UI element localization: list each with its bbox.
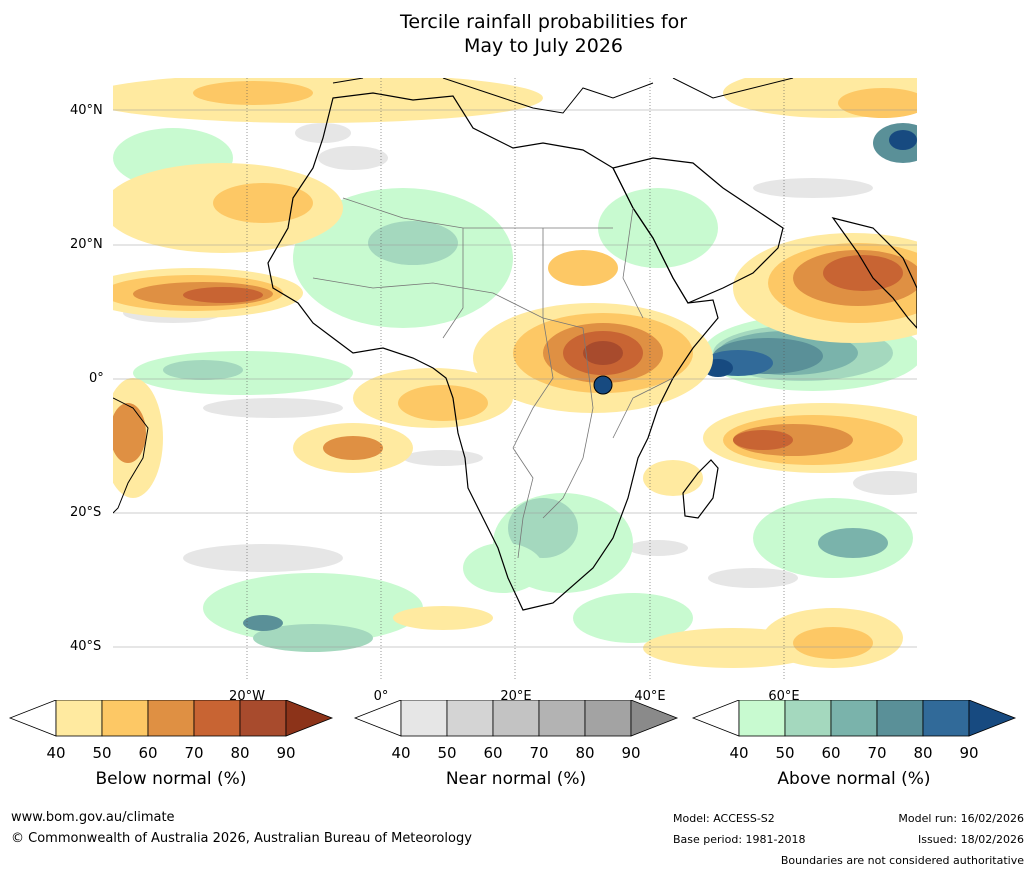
colorbar-0-tick-70: 70 [184, 744, 204, 762]
lake-victoria [593, 375, 613, 395]
map-title: Tercile rainfall probabilities for May t… [0, 10, 1035, 58]
colorbar-0-title: Below normal (%) [95, 769, 247, 789]
footer-url[interactable]: www.bom.gov.au/climate [11, 810, 175, 825]
colorbar-2-tick-40: 40 [729, 744, 749, 762]
europe-coastline [332, 78, 794, 114]
africa-coastline [267, 92, 719, 611]
lat-label-20n: 20°N [70, 237, 103, 252]
colorbar-2-high-extend [968, 700, 1017, 737]
colorbar-1-tick-40: 40 [391, 744, 411, 762]
colorbar-2-segment-4 [876, 700, 924, 737]
lat-label-0: 0° [89, 371, 104, 386]
title-line-1: Tercile rainfall probabilities for [399, 11, 688, 33]
colorbar-0-segment-1 [55, 700, 103, 737]
lon-label-0: 0° [373, 689, 389, 704]
lat-label-40n: 40°N [70, 103, 103, 118]
colorbar-2-segment-2 [784, 700, 832, 737]
colorbar-0-tick-40: 40 [46, 744, 66, 762]
colorbar-0-tick-50: 50 [92, 744, 112, 762]
colorbar-0-tick-90: 90 [276, 744, 296, 762]
colorbar-0-segment-3 [147, 700, 195, 737]
colorbar-0-tick-80: 80 [230, 744, 250, 762]
colorbar-0-segment-5 [239, 700, 287, 737]
colorbar-0-segment-4 [193, 700, 241, 737]
colorbar-1-segment-3 [492, 700, 540, 737]
madagascar-coastline [682, 459, 719, 519]
footer-issued: Issued: 18/02/2026 [917, 833, 1024, 846]
colorbar-2-tick-70: 70 [867, 744, 887, 762]
footer-model-run: Model run: 16/02/2026 [898, 812, 1024, 825]
colorbar-1-tick-50: 50 [437, 744, 457, 762]
india-coastline [831, 217, 917, 329]
colorbar-1-tick-80: 80 [575, 744, 595, 762]
colorbar-2-segment-5 [922, 700, 970, 737]
colorbar-2-low-extend [691, 700, 740, 737]
colorbar-0-segment-2 [101, 700, 149, 737]
colorbar-0-high-extend [285, 700, 334, 737]
probability-field [113, 78, 917, 668]
colorbar-2-segment-3 [830, 700, 878, 737]
rainfall-probability-map [113, 78, 917, 681]
colorbar-2-segment-1 [738, 700, 786, 737]
country-borders [312, 197, 674, 559]
colorbar-2-tick-50: 50 [775, 744, 795, 762]
colorbar-2-tick-80: 80 [913, 744, 933, 762]
lat-label-20s: 20°S [70, 505, 102, 520]
colorbar-0-low-extend [8, 700, 57, 737]
colorbar-1-tick-60: 60 [483, 744, 503, 762]
colorbar-1-low-extend [353, 700, 402, 737]
colorbar-0-tick-60: 60 [138, 744, 158, 762]
colorbar-1-tick-90: 90 [621, 744, 641, 762]
arabia-coastline [612, 157, 784, 304]
footer-boundaries: Boundaries are not considered authoritat… [780, 854, 1024, 867]
colorbar-1-tick-70: 70 [529, 744, 549, 762]
south-america-coastline [113, 397, 149, 514]
colorbar-2-tick-90: 90 [959, 744, 979, 762]
footer-model: Model: ACCESS-S2 [673, 812, 775, 825]
colorbar-1-segment-1 [400, 700, 448, 737]
colorbar-1-segment-4 [538, 700, 586, 737]
colorbar-1-segment-2 [446, 700, 494, 737]
colorbars [8, 700, 1017, 737]
footer-base-period: Base period: 1981-2018 [673, 833, 806, 846]
graticule-lat [113, 109, 917, 648]
footer-copyright: © Commonwealth of Australia 2026, Austra… [11, 831, 472, 846]
colorbar-1-segment-5 [584, 700, 632, 737]
colorbar-1-high-extend [630, 700, 679, 737]
colorbar-1-title: Near normal (%) [445, 769, 587, 789]
lat-label-40s: 40°S [70, 639, 102, 654]
colorbar-2-tick-60: 60 [821, 744, 841, 762]
colorbar-2-title: Above normal (%) [777, 769, 931, 789]
title-line-2: May to July 2026 [464, 35, 623, 57]
lon-label-40e: 40°E [634, 689, 666, 704]
